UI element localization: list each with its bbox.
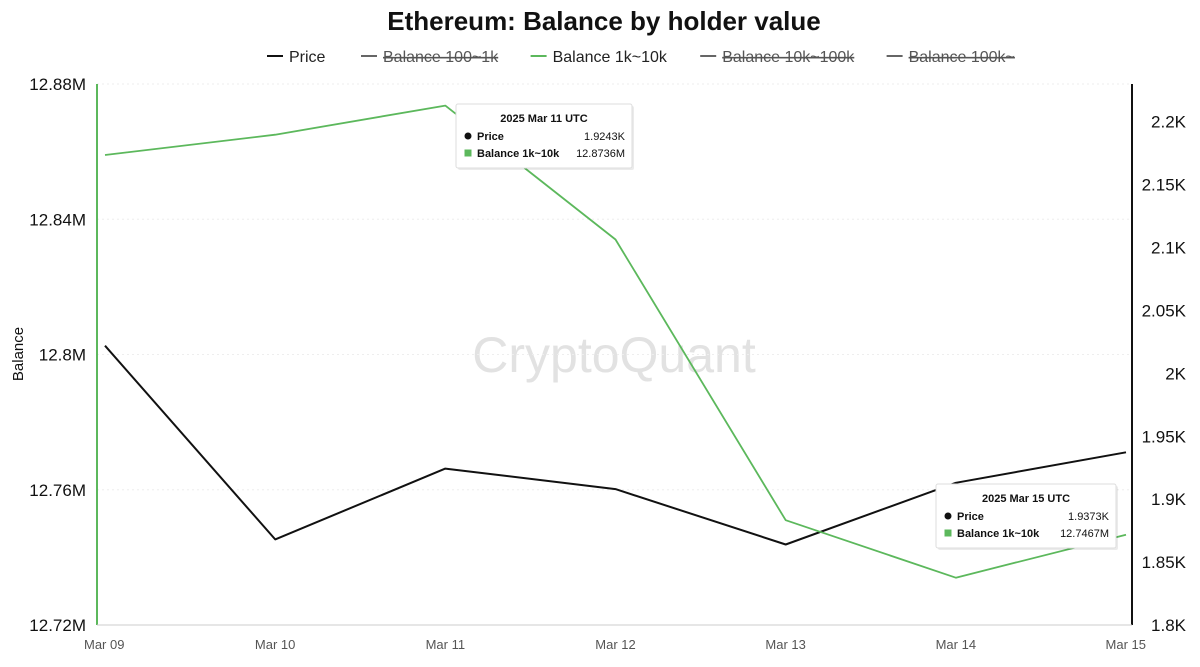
series-line-balance-1k-10k (104, 104, 1127, 579)
right-tick-label: 2.1K (1151, 239, 1187, 258)
axes (96, 84, 1133, 626)
left-tick-label: 12.72M (29, 616, 86, 635)
x-tick-label: Mar 12 (595, 637, 635, 652)
tooltip-box (455, 103, 633, 169)
tooltip-label: Price (957, 511, 984, 523)
tooltips: 2025 Mar 11 UTC Price 1.9243K Balance 1k~10… (455, 103, 1118, 550)
right-tick-label: 1.95K (1142, 427, 1187, 446)
tooltip-title: 2025 Mar 15 UTC (982, 493, 1070, 505)
tooltip-label: Price (477, 131, 504, 143)
right-axis-ticks: 1.8K 1.85K 1.9K 1.95K 2K 2.05K 2.1K 2.15K 2.2K (1142, 113, 1187, 635)
tooltip: 2025 Mar 15 UTC Price 1.9373K Balance 1k~10… (935, 483, 1118, 550)
tooltip-marker (464, 132, 472, 140)
tooltip-label: Balance 1k~10k (957, 528, 1040, 540)
legend-label: Balance 10k~100k (722, 49, 855, 66)
tooltip-marker (944, 529, 952, 537)
left-tick-label: 12.76M (29, 481, 86, 500)
x-axis-ticks: Mar 09 Mar 10 Mar 11 Mar 12 Mar 13 Mar 14 Mar … (84, 637, 1146, 652)
tooltip: 2025 Mar 11 UTC Price 1.9243K Balance 1k~10… (455, 103, 634, 170)
x-tick-label: Mar 15 (1106, 637, 1146, 652)
x-tick-label: Mar 11 (426, 637, 466, 652)
tooltip-value: 12.8736M (576, 148, 625, 160)
tooltip-value: 12.7467M (1060, 528, 1109, 540)
tooltip-value: 1.9373K (1068, 511, 1110, 523)
left-axis-ticks: 12.72M 12.76M 12.8M 12.84M 12.88M (29, 75, 86, 635)
legend: Price Balance 100~1k Balance 1k~10k Balance… (267, 49, 1015, 66)
right-tick-label: 2.2K (1151, 113, 1187, 132)
x-tick-label: Mar 09 (84, 637, 124, 652)
x-tick-label: Mar 13 (765, 637, 805, 652)
right-tick-label: 2.15K (1142, 176, 1187, 195)
legend-item-balance-10k-100k[interactable]: Balance 10k~100k (700, 49, 855, 66)
legend-item-price[interactable]: Price (267, 49, 326, 66)
right-tick-label: 1.8K (1151, 616, 1187, 635)
legend-item-balance-100k[interactable]: Balance 100k~ (886, 49, 1015, 66)
right-tick-label: 1.85K (1142, 553, 1187, 572)
chart-title: Ethereum: Balance by holder value (387, 6, 820, 36)
series-lines (104, 104, 1127, 579)
left-tick-label: 12.88M (29, 75, 86, 94)
legend-item-balance-1k-10k[interactable]: Balance 1k~10k (530, 49, 668, 66)
left-tick-label: 12.8M (39, 346, 86, 365)
series-line-price (104, 345, 1127, 546)
right-tick-label: 2.05K (1142, 301, 1187, 320)
tooltip-box (935, 483, 1117, 549)
left-axis-title: Balance (10, 327, 27, 381)
tooltip-marker (464, 149, 472, 157)
tooltip-value: 1.9243K (584, 131, 626, 143)
right-tick-label: 1.9K (1151, 490, 1187, 509)
right-tick-label: 2K (1165, 364, 1186, 383)
legend-item-balance-100-1k[interactable]: Balance 100~1k (361, 49, 499, 66)
legend-label: Price (289, 49, 326, 66)
tooltip-marker (944, 512, 952, 520)
tooltip-title: 2025 Mar 11 UTC (500, 113, 587, 125)
tooltip-label: Balance 1k~10k (477, 148, 560, 160)
legend-label: Balance 100k~ (909, 49, 1015, 66)
x-tick-label: Mar 14 (936, 637, 976, 652)
legend-label: Balance 100~1k (383, 49, 499, 66)
legend-label: Balance 1k~10k (553, 49, 668, 66)
x-tick-label: Mar 10 (255, 637, 295, 652)
left-tick-label: 12.84M (29, 210, 86, 229)
